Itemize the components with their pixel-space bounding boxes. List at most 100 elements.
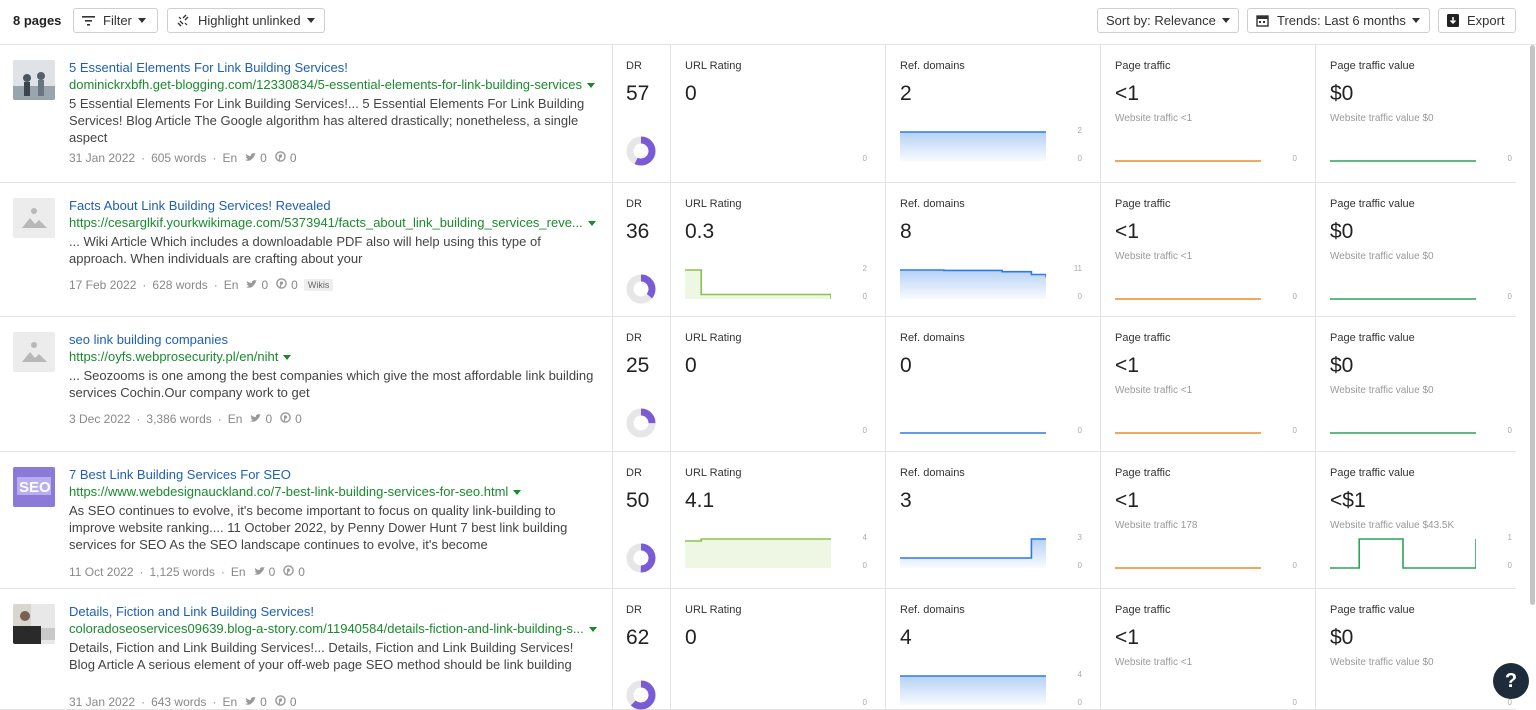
url-rating-value[interactable]: 0 [685, 626, 697, 649]
page-traffic-website-subtext: Website traffic 178 [1115, 520, 1198, 531]
dr-value[interactable]: 50 [626, 489, 650, 512]
dr-value[interactable]: 36 [626, 220, 650, 243]
separator-dot: · [142, 278, 147, 292]
url-rating-axis-min: 0 [862, 426, 867, 435]
page-traffic-value-value[interactable]: $0 [1330, 82, 1354, 105]
highlight-unlinked-button[interactable]: Highlight unlinked [167, 8, 325, 33]
page-traffic-value[interactable]: <1 [1115, 82, 1139, 105]
sort-label: Sort by: Relevance [1106, 13, 1216, 28]
ref-domains-value[interactable]: 3 [900, 489, 912, 512]
chevron-down-icon [1411, 18, 1420, 23]
page-traffic-label: Page traffic [1115, 604, 1171, 616]
ref-domains-value[interactable]: 4 [900, 626, 912, 649]
twitter-count: 0 [265, 412, 273, 426]
chevron-down-icon[interactable] [588, 627, 597, 633]
trends-dropdown[interactable]: Trends: Last 6 months [1247, 8, 1430, 33]
page-traffic-value-value[interactable]: $0 [1330, 354, 1354, 377]
column-divider [885, 317, 886, 451]
page-traffic-value-sparkline[interactable] [1330, 131, 1476, 163]
url-rating-value[interactable]: 0.3 [685, 220, 715, 243]
twitter-count: 0 [260, 151, 267, 165]
page-thumbnail[interactable] [13, 60, 55, 100]
page-traffic-value-sparkline-line [1330, 538, 1476, 569]
page-title-link[interactable]: Details, Fiction and Link Building Servi… [69, 604, 314, 619]
dr-value[interactable]: 57 [626, 82, 650, 105]
page-title-link[interactable]: Facts About Link Building Services! Reve… [69, 198, 331, 213]
ref-domains-sparkline-area [900, 270, 1046, 299]
url-rating-sparkline[interactable] [685, 538, 831, 570]
export-button[interactable]: Export [1438, 8, 1516, 33]
ref-domains-value[interactable]: 8 [900, 220, 912, 243]
url-rating-value[interactable]: 0 [685, 354, 697, 377]
url-rating-value[interactable]: 0 [685, 82, 697, 105]
page-url: https://oyfs.webprosecurity.pl/en/niht [69, 349, 279, 364]
chevron-down-icon[interactable] [587, 221, 596, 227]
ref-domains-label: Ref. domains [900, 332, 965, 344]
url-rating-sparkline[interactable] [685, 269, 831, 301]
page-url-link[interactable]: https://cesarglkif.yourkwikimage.com/537… [69, 215, 596, 230]
page-traffic-label: Page traffic [1115, 332, 1171, 344]
export-label: Export [1467, 13, 1505, 28]
ref-domains-sparkline[interactable] [900, 269, 1046, 301]
scrollbar[interactable] [1530, 45, 1535, 605]
page-title-link[interactable]: seo link building companies [69, 332, 228, 347]
pinterest-count: 0 [298, 565, 305, 579]
page-traffic-sparkline[interactable] [1115, 538, 1261, 570]
page-traffic-sparkline[interactable] [1115, 403, 1261, 435]
page-traffic-value-sparkline[interactable] [1330, 403, 1476, 435]
page-traffic-sparkline[interactable] [1115, 269, 1261, 301]
page-title-link[interactable]: 7 Best Link Building Services For SEO [69, 467, 291, 482]
help-button[interactable]: ? [1493, 663, 1529, 699]
page-traffic-value-value[interactable]: $0 [1330, 220, 1354, 243]
page-traffic-value-label: Page traffic value [1330, 198, 1415, 210]
page-traffic-value[interactable]: <1 [1115, 489, 1139, 512]
page-url-link[interactable]: https://www.webdesignauckland.co/7-best-… [69, 484, 522, 499]
url-rating-label: URL Rating [685, 332, 742, 344]
ref-domains-sparkline[interactable] [900, 131, 1046, 163]
image-placeholder-icon[interactable] [13, 332, 55, 372]
dr-label: DR [626, 604, 642, 616]
ref-domains-sparkline-line [900, 269, 1046, 278]
ref-domains-value[interactable]: 2 [900, 82, 912, 105]
dr-donut [626, 408, 656, 438]
page-traffic-value[interactable]: <1 [1115, 626, 1139, 649]
page-traffic-value[interactable]: <1 [1115, 354, 1139, 377]
sort-dropdown[interactable]: Sort by: Relevance [1097, 8, 1239, 33]
ref-domains-value[interactable]: 0 [900, 354, 912, 377]
dr-value[interactable]: 25 [626, 354, 650, 377]
page-url-link[interactable]: https://oyfs.webprosecurity.pl/en/niht [69, 349, 292, 364]
page-thumbnail[interactable]: SEO [13, 467, 55, 507]
page-traffic-value-sparkline[interactable] [1330, 269, 1476, 301]
image-placeholder-icon[interactable] [13, 198, 55, 238]
chevron-down-icon[interactable] [513, 490, 522, 496]
page-url-link[interactable]: coloradoseoservices09639.blog-a-story.co… [69, 621, 597, 636]
dr-value[interactable]: 62 [626, 626, 650, 649]
filter-icon [82, 15, 95, 26]
ref-domains-axis-min: 0 [1077, 154, 1082, 163]
page-traffic-value-value[interactable]: $0 [1330, 626, 1354, 649]
page-url-link[interactable]: dominickrxbfh.get-blogging.com/12330834/… [69, 77, 596, 92]
page-traffic-value[interactable]: <1 [1115, 220, 1139, 243]
dr-label: DR [626, 60, 642, 72]
ref-domains-sparkline[interactable] [900, 403, 1046, 435]
url-rating-value[interactable]: 4.1 [685, 489, 715, 512]
twitter-icon [246, 278, 258, 292]
page-title-link[interactable]: 5 Essential Elements For Link Building S… [69, 60, 348, 75]
page-traffic-axis-min: 0 [1292, 426, 1297, 435]
separator-dot: · [139, 565, 144, 579]
ref-domains-sparkline[interactable] [900, 538, 1046, 570]
page-traffic-value-sparkline[interactable] [1330, 538, 1476, 570]
column-divider [1100, 183, 1101, 316]
dr-label: DR [626, 467, 642, 479]
page-thumbnail[interactable] [13, 604, 55, 644]
chevron-down-icon[interactable] [587, 83, 596, 89]
url-rating-axis-min: 0 [862, 154, 867, 163]
column-divider [1100, 452, 1101, 588]
page-traffic-value-value[interactable]: <$1 [1330, 489, 1366, 512]
twitter-icon [250, 412, 262, 426]
page-traffic-sparkline[interactable] [1115, 131, 1261, 163]
filter-button[interactable]: Filter [73, 8, 158, 33]
ref-domains-sparkline[interactable] [900, 675, 1046, 707]
chevron-down-icon[interactable] [283, 355, 292, 361]
page-meta: 3 Dec 2022 · 3,386 words · En 0 0 [69, 412, 302, 426]
